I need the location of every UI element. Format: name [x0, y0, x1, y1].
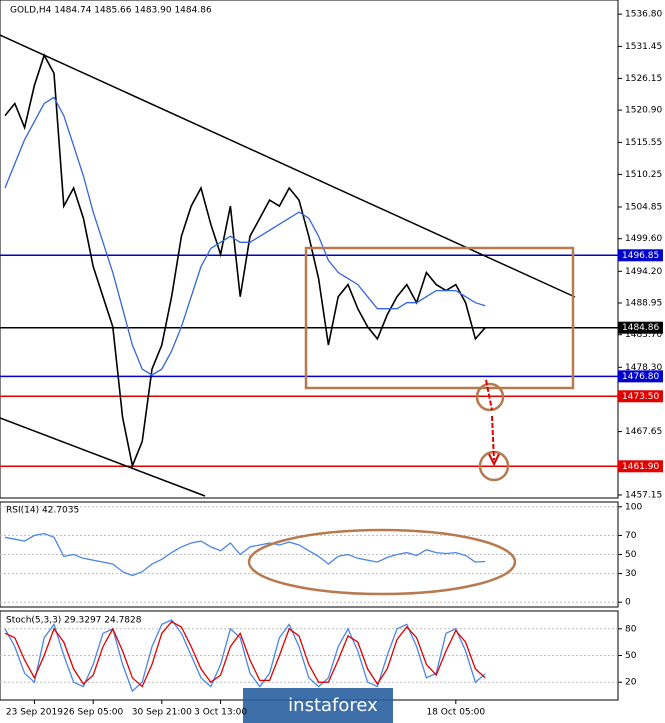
series-line [4, 532, 486, 577]
arrow-head [488, 453, 500, 467]
target-circle [475, 382, 505, 412]
y-tick-label: 0 [625, 598, 631, 608]
y-tick-label: 100 [625, 502, 642, 512]
y-tick-label: 1457.15 [625, 490, 662, 500]
x-tick-label: 26 Sep 05:00 [63, 708, 123, 718]
watermark: instaforex [288, 695, 378, 716]
y-tick-label: 50 [625, 550, 637, 560]
y-tick-label: 30 [625, 569, 637, 579]
y-tick-label: 1520.90 [625, 106, 662, 116]
level-label: 1476.80 [622, 372, 659, 382]
x-tick-label: 30 Sep 21:00 [132, 708, 192, 718]
arrow [485, 379, 495, 461]
y-tick-label: 70 [625, 531, 637, 541]
trend-line [0, 417, 206, 497]
annotations [0, 34, 576, 596]
level-label: 1496.85 [622, 251, 659, 261]
price-title: GOLD,H4 1484.74 1485.66 1483.90 1484.86 [10, 6, 212, 16]
y-tick-label: 50 [625, 651, 637, 661]
y-tick-label: 1531.45 [625, 42, 662, 52]
y-tick-label: 20 [625, 678, 637, 688]
series-line [4, 96, 486, 376]
y-tick-label: 1536.80 [625, 10, 662, 20]
level-label: 1484.86 [622, 323, 659, 333]
y-tick-label: 1488.95 [625, 299, 662, 309]
level-label: 1473.50 [622, 392, 659, 402]
watermark-box [243, 688, 393, 723]
trend-line [0, 34, 576, 298]
y-tick-label: 1494.20 [625, 267, 662, 277]
series-line [4, 53, 486, 469]
rsi-title: RSI(14) 42.7035 [6, 506, 79, 516]
x-tick-label: 3 Oct 13:00 [194, 708, 247, 718]
range-box [304, 246, 575, 390]
y-tick-label: 1467.65 [625, 427, 662, 437]
y-tick-label: 1526.15 [625, 74, 662, 84]
y-tick-label: 1515.55 [625, 138, 662, 148]
stoch-title: Stoch(5,3,3) 29.3297 24.7828 [6, 616, 142, 626]
series-line [4, 620, 486, 688]
y-tick-label: 1499.60 [625, 234, 662, 244]
level-tag [618, 249, 663, 262]
y-tick-label: 1478.30 [625, 363, 662, 373]
y-tick-label: 1504.85 [625, 203, 662, 213]
y-tick-label: 1510.25 [625, 170, 662, 180]
level-tag [618, 370, 663, 383]
level-tag [618, 460, 663, 473]
x-tick-label: 23 Sep 2019 [6, 708, 63, 718]
level-label: 1461.90 [622, 462, 659, 472]
x-tick-label: 18 Oct 05:00 [426, 708, 485, 718]
price-panel [0, 0, 619, 499]
y-tick-label: 1483.70 [625, 330, 662, 340]
rsi-ellipse [247, 528, 517, 596]
y-tick-label: 80 [625, 624, 637, 634]
level-tag [618, 321, 663, 334]
level-tag [618, 390, 663, 403]
